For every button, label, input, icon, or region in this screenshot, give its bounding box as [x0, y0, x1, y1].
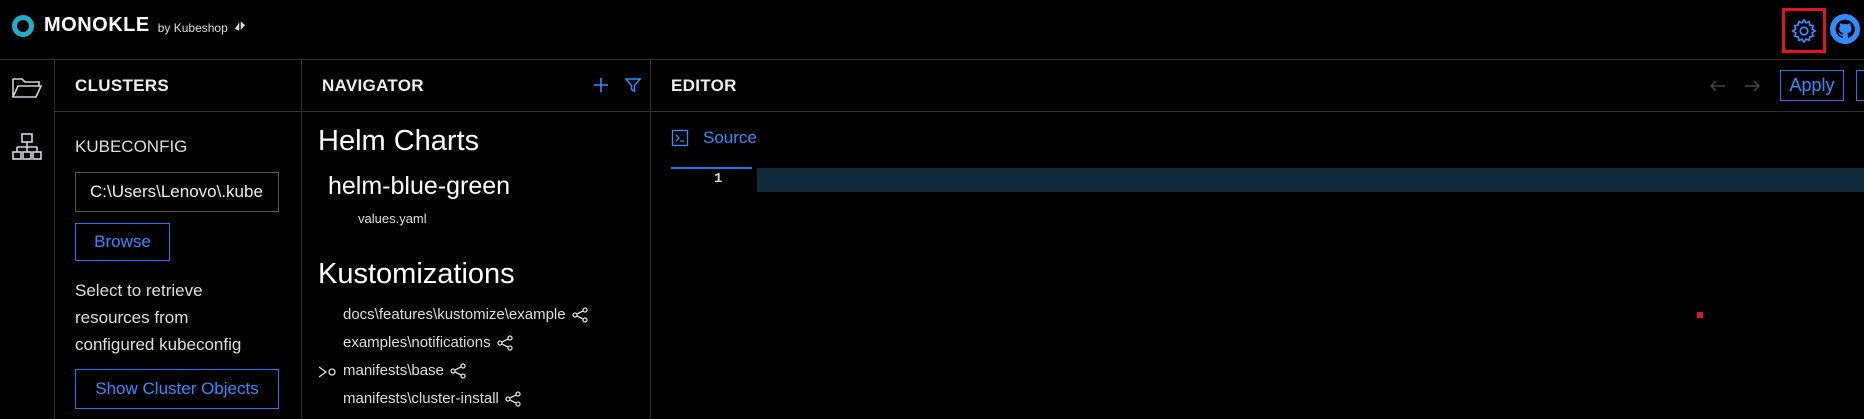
tab-source[interactable]: Source	[671, 128, 757, 148]
kustomization-label: examples\notifications	[343, 334, 491, 351]
clusters-hint-text: Select to retrieve resources from config…	[75, 281, 242, 354]
filter-icon	[625, 78, 641, 93]
browse-button[interactable]: Browse	[75, 223, 170, 261]
expand-kustomization-icon[interactable]	[318, 364, 338, 380]
gear-icon	[1791, 17, 1817, 44]
kubeshop-icon	[233, 19, 247, 36]
kubeconfig-input[interactable]	[75, 172, 279, 212]
navigator-title: NAVIGATOR	[322, 76, 424, 95]
share-nodes-icon	[496, 334, 513, 351]
clusters-title: CLUSTERS	[75, 76, 170, 95]
navigator-divider	[302, 111, 650, 112]
apply-button[interactable]: Apply	[1780, 70, 1844, 101]
github-button[interactable]	[1830, 14, 1860, 44]
kustomization-item[interactable]: manifests\base	[343, 362, 466, 379]
clusters-panel: CLUSTERS KUBECONFIG Browse Select to ret…	[55, 60, 302, 419]
kustomization-label: docs\features\kustomize\example	[343, 306, 566, 323]
forward-arrow-icon[interactable]	[1742, 76, 1762, 96]
kustomizations-heading: Kustomizations	[318, 258, 515, 290]
tab-source-underline	[671, 167, 752, 169]
editor-active-line[interactable]	[651, 168, 1864, 192]
back-arrow-icon[interactable]	[1708, 76, 1728, 96]
filter-button[interactable]	[622, 74, 644, 96]
tab-source-label: Source	[703, 128, 757, 147]
kubeconfig-label: KUBECONFIG	[75, 137, 188, 156]
kustomization-item[interactable]: examples\notifications	[343, 334, 513, 351]
editor-panel: EDITOR Apply Source 1	[651, 60, 1864, 419]
folder-open-icon	[12, 78, 43, 98]
share-nodes-icon	[505, 390, 521, 407]
navigator-panel: NAVIGATOR Helm Charts helm-blue-green va…	[302, 60, 651, 419]
show-cluster-objects-button[interactable]: Show Cluster Objects	[75, 369, 279, 409]
navigator-actions	[590, 74, 644, 96]
diff-button[interactable]	[1856, 70, 1864, 101]
clusters-divider	[55, 111, 301, 112]
editor-divider	[651, 111, 1864, 112]
monokle-logo[interactable]: MONOKLE by Kubeshop	[12, 14, 247, 37]
share-nodes-icon	[450, 362, 466, 379]
app-header: MONOKLE by Kubeshop	[0, 0, 1864, 60]
github-icon	[1830, 14, 1860, 44]
activity-bar	[0, 60, 55, 419]
logo-ring-icon	[12, 14, 34, 37]
cursor-marker	[1697, 312, 1703, 318]
helm-values-file[interactable]: values.yaml	[358, 211, 427, 226]
helm-charts-heading: Helm Charts	[318, 125, 480, 157]
editor-title: EDITOR	[671, 76, 737, 95]
add-resource-button[interactable]	[590, 74, 612, 96]
kustomization-label: manifests\cluster-install	[343, 390, 499, 407]
editor-gutter	[651, 168, 757, 192]
kustomization-item[interactable]: docs\features\kustomize\example	[343, 306, 588, 323]
logo-brand: MONOKLE	[44, 14, 150, 36]
kustomization-item[interactable]: manifests\cluster-install	[343, 390, 521, 407]
kustomization-label: manifests\base	[343, 362, 444, 379]
logo-by-kubeshop: by Kubeshop	[157, 20, 228, 35]
helm-chart-item[interactable]: helm-blue-green	[328, 172, 511, 200]
file-explorer-button[interactable]	[10, 70, 44, 104]
share-nodes-icon	[571, 306, 588, 323]
plus-icon	[594, 78, 608, 92]
settings-button[interactable]	[1782, 8, 1826, 53]
cluster-icon	[12, 133, 42, 160]
editor-history-nav	[1708, 76, 1762, 96]
code-terminal-icon	[671, 129, 689, 147]
line-number: 1	[714, 171, 723, 187]
cluster-explorer-button[interactable]	[10, 130, 44, 164]
